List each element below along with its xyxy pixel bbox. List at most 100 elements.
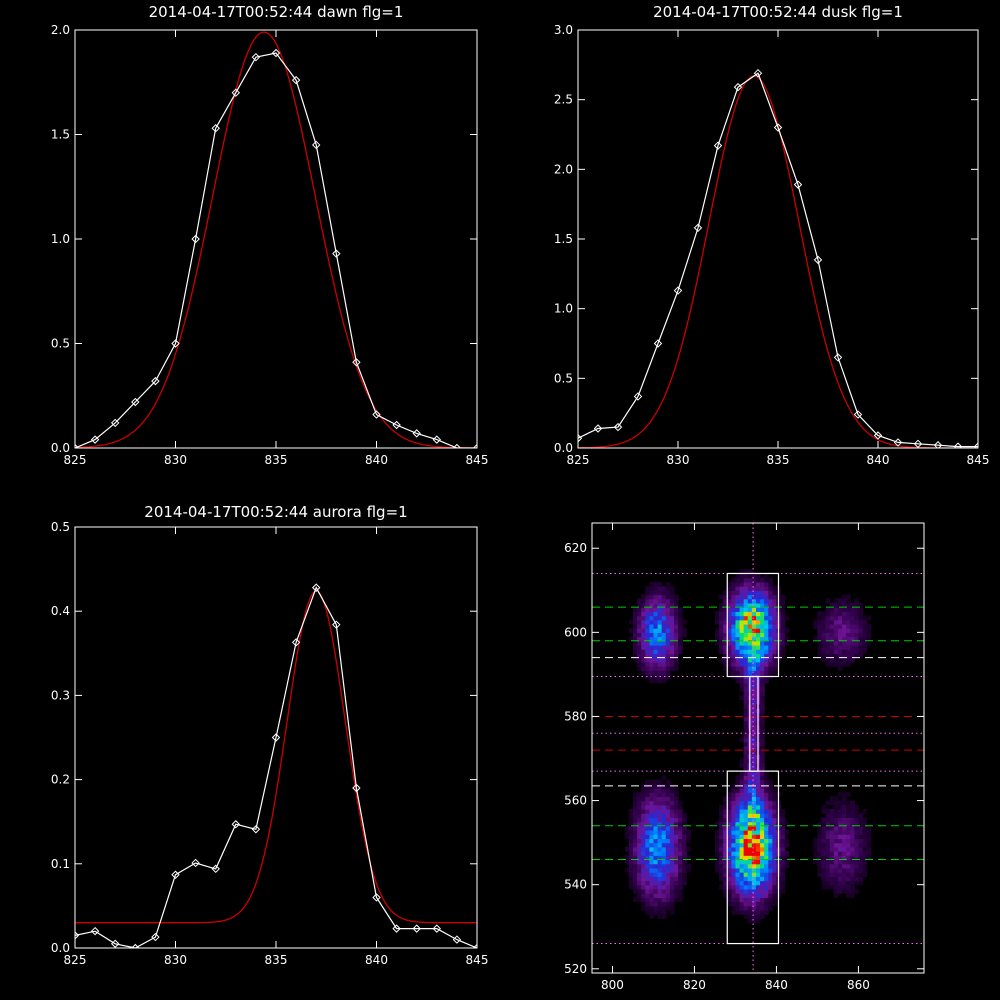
heatmap-cell xyxy=(661,825,667,831)
heatmap-cell xyxy=(772,901,778,907)
heatmap-cell xyxy=(821,615,827,621)
heatmap-cell xyxy=(837,867,843,873)
heatmap-cell xyxy=(678,897,683,903)
heatmap-cell xyxy=(669,636,675,642)
data-point xyxy=(90,926,100,936)
heatmap-cell xyxy=(850,653,855,659)
heatmap-cell xyxy=(764,615,769,621)
heatmap-cell xyxy=(669,628,675,633)
heatmap-cell xyxy=(669,649,675,654)
heatmap-cell xyxy=(755,888,761,894)
heatmap-cell xyxy=(768,783,773,789)
heatmap-cell xyxy=(768,598,773,604)
heatmap-cell xyxy=(649,880,655,886)
heatmap-cell xyxy=(829,628,835,633)
heatmap-cell xyxy=(858,623,864,629)
heatmap-cell xyxy=(764,792,769,797)
heatmap-cell xyxy=(637,607,642,612)
heatmap-cell xyxy=(719,602,724,608)
heatmap-cell xyxy=(632,851,638,856)
heatmap-cell xyxy=(641,813,646,818)
heatmap-cell xyxy=(862,644,868,650)
heatmap-cell xyxy=(665,653,671,659)
heatmap-cell xyxy=(825,851,831,856)
heatmap-cell xyxy=(768,863,773,869)
heatmap-cell xyxy=(665,674,671,680)
heatmap-cell xyxy=(747,581,753,587)
heatmap-cell xyxy=(862,842,868,848)
heatmap-cell xyxy=(735,897,741,903)
heatmap-cell xyxy=(739,779,745,785)
heatmap-cell xyxy=(866,628,872,633)
heatmap-cell xyxy=(772,792,778,797)
heatmap-cell xyxy=(751,905,757,911)
heatmap-cell xyxy=(858,628,864,633)
heatmap-cell xyxy=(833,846,839,852)
heatmap-cell xyxy=(731,834,737,840)
heatmap-cell xyxy=(661,649,667,654)
heatmap-cell xyxy=(764,884,769,890)
heatmap-cell xyxy=(747,876,753,882)
heatmap-cell xyxy=(764,602,769,608)
heatmap-cell xyxy=(719,855,724,861)
heatmap-cell xyxy=(653,586,659,591)
heatmap-cell xyxy=(657,581,663,587)
heatmap-cell xyxy=(764,657,769,663)
gaussian-fit-line xyxy=(75,590,477,924)
heatmap-cell xyxy=(755,872,761,877)
x-tick-label: 835 xyxy=(265,453,288,467)
heatmap-cell xyxy=(768,825,773,831)
heatmap-cell xyxy=(829,834,835,840)
data-point xyxy=(191,858,200,868)
heatmap-cell xyxy=(735,661,741,667)
heatmap-cell xyxy=(649,838,655,844)
plot-area xyxy=(75,31,477,448)
heatmap-cell xyxy=(645,649,650,654)
heatmap-cell xyxy=(653,644,659,650)
heatmap-cell xyxy=(669,632,675,638)
heatmap-cell xyxy=(764,590,769,596)
heatmap-cell xyxy=(657,813,663,818)
heatmap-cell xyxy=(673,628,679,633)
heatmap-cell xyxy=(837,834,843,840)
data-point xyxy=(813,255,823,265)
heatmap-cell xyxy=(743,851,749,856)
heatmap-cell xyxy=(846,653,851,659)
heatmap-cell xyxy=(837,838,843,844)
data-point xyxy=(271,733,281,742)
heatmap-cell xyxy=(837,846,843,852)
heatmap-cell xyxy=(727,661,732,667)
heatmap-cell xyxy=(678,619,683,625)
y-tick-label: 0.2 xyxy=(51,773,70,787)
heatmap-cell xyxy=(850,838,855,844)
heatmap-cell xyxy=(645,602,650,608)
heatmap-cell xyxy=(637,640,642,646)
heatmap-cell xyxy=(760,800,765,806)
heatmap-cell xyxy=(653,880,659,886)
heatmap-cell xyxy=(641,632,646,638)
heatmap-cell xyxy=(641,897,646,903)
heatmap-cell xyxy=(760,888,765,894)
heatmap-cell xyxy=(743,737,749,743)
heatmap-cell xyxy=(743,766,749,772)
heatmap-cell xyxy=(637,602,642,608)
heatmap-cell xyxy=(751,834,757,840)
heatmap-cell xyxy=(665,619,671,625)
heatmap-cell xyxy=(755,771,761,776)
x-tick-label: 845 xyxy=(466,453,489,467)
heatmap-cell xyxy=(649,813,655,818)
heatmap-cell xyxy=(764,842,769,848)
heatmap-cell xyxy=(862,846,868,852)
heatmap-cell xyxy=(760,762,765,768)
data-point xyxy=(673,286,683,295)
heatmap-cell xyxy=(632,888,638,894)
x-tick-label: 830 xyxy=(164,953,187,967)
heatmap-cell xyxy=(731,792,737,797)
heatmap-cell xyxy=(678,644,683,650)
heatmap-cell xyxy=(764,880,769,886)
heatmap-cell xyxy=(842,644,847,650)
heatmap-cell xyxy=(657,859,663,865)
heatmap-cell xyxy=(751,628,757,633)
heatmap-cell xyxy=(669,813,675,818)
heatmap-cell xyxy=(678,800,683,806)
